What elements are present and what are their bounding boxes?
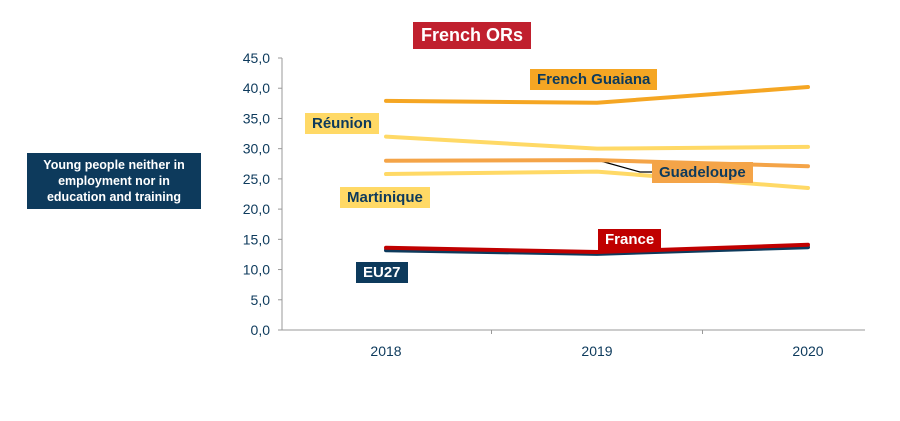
label-guadeloupe: Guadeloupe	[652, 162, 753, 183]
y-axis-label: Young people neither in employment nor i…	[27, 153, 201, 209]
y-tick-label: 45,0	[243, 50, 270, 66]
series-line-r-union	[384, 134, 810, 151]
guadeloupe-leader-line	[596, 159, 655, 173]
x-tick-label: 2020	[792, 343, 823, 359]
y-tick-label: 20,0	[243, 201, 270, 217]
y-tick-label: 40,0	[243, 80, 270, 96]
x-tick-label: 2019	[581, 343, 612, 359]
y-tick-label: 25,0	[243, 171, 270, 187]
y-tick-label: 5,0	[251, 292, 271, 308]
y-tick-label: 35,0	[243, 110, 270, 126]
label-reunion: Réunion	[305, 113, 379, 134]
label-martinique: Martinique	[340, 187, 430, 208]
y-tick-label: 30,0	[243, 141, 270, 157]
chart-title: French ORs	[413, 22, 532, 49]
y-tick-label: 15,0	[243, 231, 270, 247]
series-line-french-guaiana	[384, 85, 810, 105]
label-eu27: EU27	[356, 262, 408, 283]
y-tick-label: 10,0	[243, 262, 270, 278]
y-tick-label: 0,0	[251, 322, 271, 338]
label-france: France	[598, 229, 662, 250]
series-line-france	[384, 242, 810, 255]
label-french-guaiana: French Guaiana	[530, 69, 658, 90]
x-tick-label: 2018	[370, 343, 401, 359]
